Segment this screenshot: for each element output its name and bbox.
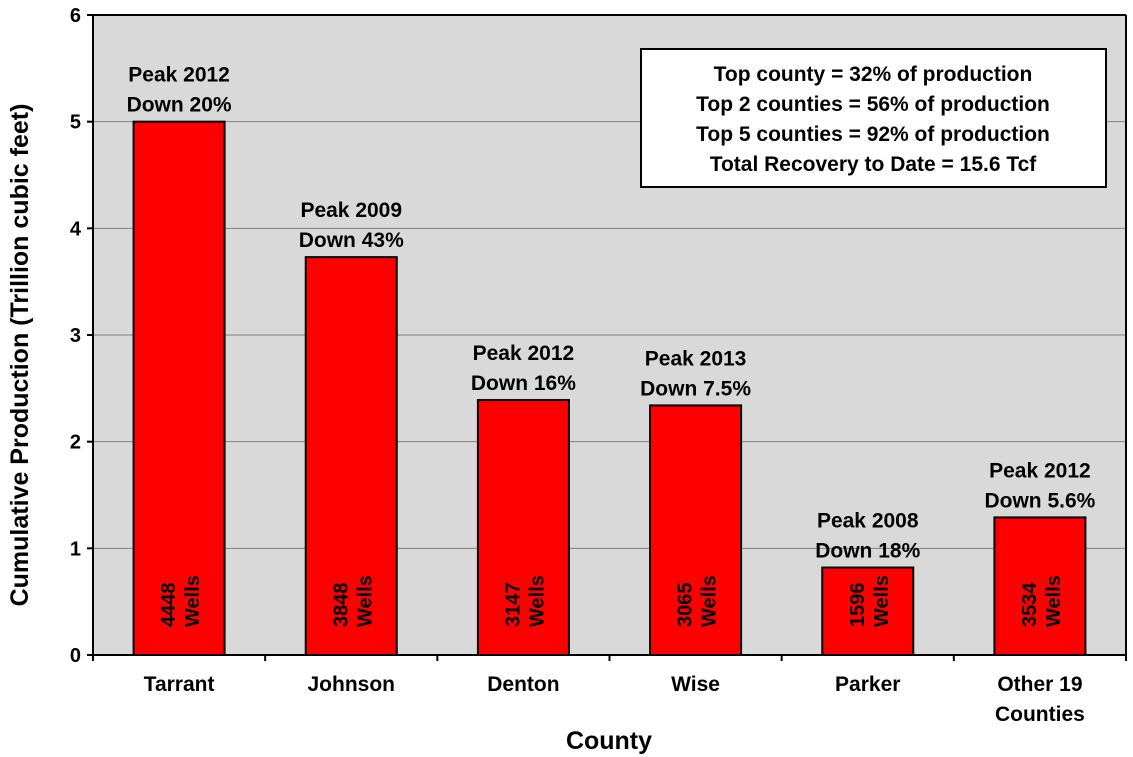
wells-label-group: 3147 Wells <box>502 575 548 627</box>
x-category-labels: Tarrant Johnson Denton Wise Parker Other 19 Co… <box>144 673 1085 726</box>
bar-annotation: Down 20% <box>127 94 232 117</box>
x-category-label: Other 19 <box>997 673 1082 696</box>
bar-annotation: Peak 2012 <box>128 64 230 87</box>
bar <box>821 566 915 656</box>
info-box: Top county = 32% of production Top 2 coun… <box>640 48 1107 188</box>
x-category-label: Counties <box>995 703 1085 726</box>
bar-annotation: Down 7.5% <box>640 377 751 400</box>
wells-label: Wells <box>526 575 548 627</box>
wells-label: 3147 <box>502 583 524 628</box>
y-tick-label: 0 <box>70 645 81 667</box>
bar <box>649 404 743 656</box>
bar <box>476 399 570 657</box>
bar-annotation: Peak 2013 <box>645 347 747 370</box>
bar-annotation: Peak 2012 <box>989 459 1091 482</box>
wells-label: Wells <box>182 575 204 627</box>
wells-label: 3534 <box>1019 582 1041 627</box>
info-box-line: Top 2 counties = 56% of production <box>696 93 1050 116</box>
info-box-frame <box>640 48 1107 188</box>
y-tick-label: 6 <box>70 5 81 27</box>
bar-annotation: Peak 2008 <box>817 510 919 533</box>
wells-label: 1596 <box>847 583 869 628</box>
wells-label-group: 4448 Wells <box>158 575 204 627</box>
bar-annotation: Down 43% <box>299 229 404 252</box>
bar-annotation: Peak 2012 <box>473 342 575 365</box>
bar <box>304 256 398 656</box>
y-tick-label: 1 <box>70 538 81 560</box>
bar-annotation: Down 5.6% <box>984 489 1095 512</box>
wells-label: 4448 <box>158 583 180 628</box>
wells-label: Wells <box>354 575 376 627</box>
y-axis-title: Cumulative Production (Trillion cubic fe… <box>6 104 34 607</box>
x-category-label: Johnson <box>308 673 396 696</box>
x-category-label: Tarrant <box>144 673 215 696</box>
wells-label: Wells <box>871 575 893 627</box>
info-box-line: Top 5 counties = 92% of production <box>696 123 1050 146</box>
x-category-label: Parker <box>835 673 900 696</box>
bar <box>132 120 226 656</box>
bars <box>132 120 1087 657</box>
bar-annotations: Peak 2012 Down 20% Peak 2009 Down 43% Peak 2… <box>127 64 1096 563</box>
x-axis-title: County <box>566 727 652 755</box>
wells-label: Wells <box>1043 575 1065 627</box>
y-tick-label: 4 <box>70 218 82 240</box>
y-tick-label: 3 <box>70 325 81 347</box>
bar <box>993 516 1087 657</box>
wells-label-group: 3065 Wells <box>675 575 721 627</box>
info-box-line: Total Recovery to Date = 15.6 Tcf <box>710 153 1038 176</box>
wells-label-group: 1596 Wells <box>847 575 893 627</box>
wells-label-group: 3534 Wells <box>1019 575 1065 627</box>
x-category-label: Wise <box>671 673 720 696</box>
bar-annotation: Down 18% <box>815 540 920 563</box>
axes <box>87 14 1127 661</box>
y-tick-label: 5 <box>70 112 81 134</box>
gridlines <box>93 121 1126 549</box>
wells-label: 3848 <box>330 583 352 628</box>
bar-annotation: Peak 2009 <box>300 199 402 222</box>
wells-label: Wells <box>699 575 721 627</box>
wells-labels: 4448 Wells 3848 Wells 3147 Wells 3065 Wells 1596… <box>158 575 1065 627</box>
info-box-line: Top county = 32% of production <box>714 63 1033 86</box>
bar-annotation: Down 16% <box>471 372 576 395</box>
wells-label: 3065 <box>675 583 697 628</box>
x-category-label: Denton <box>487 673 559 696</box>
y-tick-labels: 0 1 2 3 4 5 6 <box>70 5 82 667</box>
wells-label-group: 3848 Wells <box>330 575 376 627</box>
y-tick-label: 2 <box>70 432 81 454</box>
